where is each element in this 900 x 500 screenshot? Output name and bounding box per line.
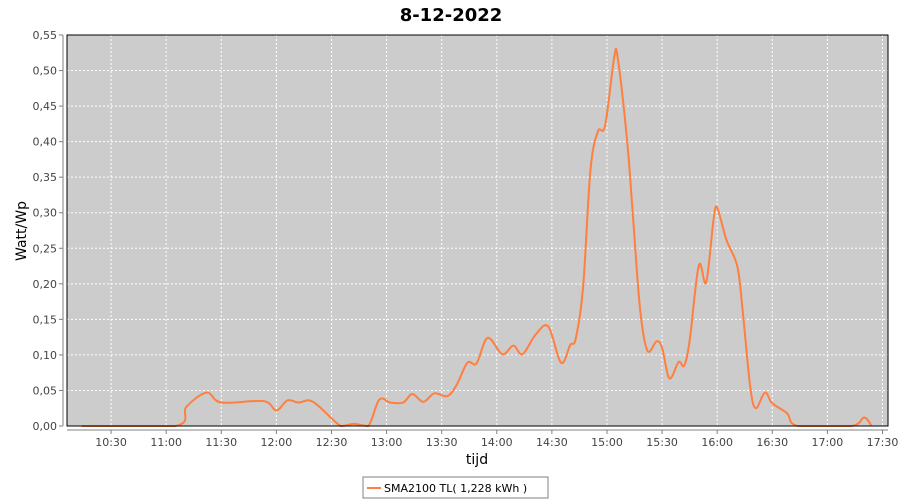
x-tick-label: 17:00	[812, 436, 844, 449]
y-tick-label: 0,25	[33, 242, 58, 255]
y-tick-label: 0,50	[33, 65, 58, 78]
y-tick-label: 0,05	[33, 384, 58, 397]
plot-border	[66, 34, 889, 427]
y-tick-label: 0,20	[33, 278, 58, 291]
legend-label: SMA2100 TL( 1,228 kWh )	[384, 482, 527, 495]
x-tick-label: 16:30	[756, 436, 788, 449]
x-tick-label: 15:00	[591, 436, 623, 449]
y-tick-label: 0,35	[33, 171, 58, 184]
y-tick-label: 0,55	[33, 29, 58, 42]
y-tick-label: 0,15	[33, 313, 58, 326]
x-tick-label: 13:30	[426, 436, 458, 449]
x-tick-label: 14:30	[536, 436, 568, 449]
y-tick-label: 0,45	[33, 100, 58, 113]
x-tick-label: 16:00	[701, 436, 733, 449]
x-tick-label: 11:30	[205, 436, 237, 449]
y-tick-label: 0,40	[33, 136, 58, 149]
x-tick-label: 15:30	[646, 436, 678, 449]
legend: SMA2100 TL( 1,228 kWh )	[362, 476, 549, 499]
y-axis: 0,00 0,05 0,10 0,15 0,20 0,25 0,30 0,35 0,40 0,45…	[33, 29, 63, 433]
x-tick-label: 12:00	[261, 436, 293, 449]
x-tick-label: 12:30	[316, 436, 348, 449]
chart-title: 8-12-2022	[400, 5, 503, 26]
x-tick-label: 14:00	[481, 436, 513, 449]
x-tick-label: 10:30	[95, 436, 127, 449]
y-axis-label: Watt/Wp	[14, 201, 30, 261]
x-tick-label: 17:30	[867, 436, 899, 449]
y-tick-label: 0,10	[33, 349, 58, 362]
series-line	[81, 47, 873, 428]
plot-area	[67, 35, 888, 426]
x-tick-label: 11:00	[150, 436, 182, 449]
x-axis: 10:30 11:00 11:30 12:00 12:30 13:00 13:30 14:00…	[95, 430, 898, 449]
y-tick-label: 0,00	[33, 420, 58, 433]
y-tick-label: 0,30	[33, 207, 58, 220]
grid	[67, 34, 888, 426]
x-axis-label: tijd	[466, 452, 488, 468]
x-tick-label: 13:00	[371, 436, 403, 449]
legend-box	[362, 476, 549, 499]
